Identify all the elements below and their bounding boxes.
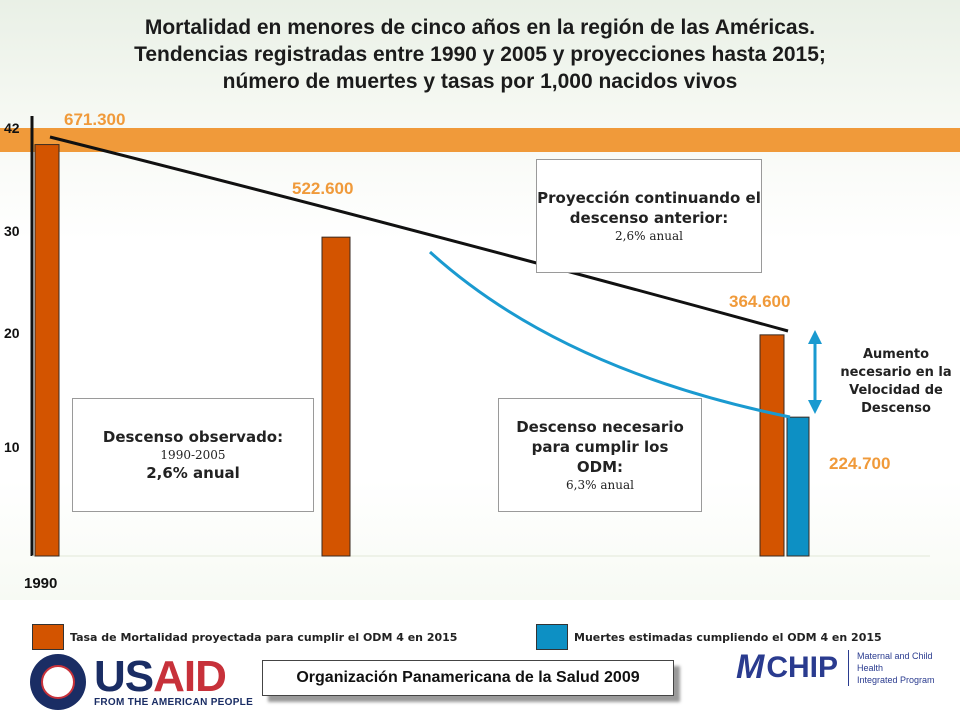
trend-line [49,135,789,333]
observed-box: Descenso observado: 1990-2005 2,6% anual [72,398,314,512]
legend-item-orange: Tasa de Mortalidad proyectada para cumpl… [32,624,457,650]
chart-title: Mortalidad en menores de cinco años en l… [40,14,920,95]
title-line-2: Tendencias registradas entre 1990 y 2005… [134,43,826,66]
bar [786,416,810,557]
legend-item-blue: Muertes estimadas cumpliendo el ODM 4 en… [536,624,882,650]
title-line-3: número de muertes y tasas por 1,000 naci… [222,70,738,93]
legend-label-orange: Tasa de Mortalidad proyectada para cumpl… [70,630,458,644]
mchip-sub-1: Maternal and Child Health [857,650,933,673]
usaid-seal-icon [30,654,86,710]
required-box-title: Descenso necesario para cumplir los ODM: [516,418,684,476]
usaid-tagline: FROM THE AMERICAN PEOPLE [94,696,254,708]
observed-box-rate: 2,6% anual [146,464,240,482]
orange-band [0,128,960,152]
increase-arrow-down-icon [808,400,822,414]
y-tick-label: 42 [4,120,20,136]
usaid-word-us: US [94,651,154,701]
y-tick-label: 10 [4,439,20,455]
usaid-logo: USAID FROM THE AMERICAN PEOPLE [30,652,253,712]
required-box-rate: 6,3% anual [566,478,634,492]
mchip-word: CHIP [766,650,839,684]
title-line-1: Mortalidad en menores de cinco años en l… [144,16,816,39]
usaid-word-aid: AID [153,651,227,701]
legend-label-blue: Muertes estimadas cumpliendo el ODM 4 en… [574,630,882,644]
increase-arrow-up-icon [808,330,822,344]
observed-box-title: Descenso observado: [102,428,284,446]
bar-value-label: 522.600 [292,179,353,198]
mchip-logo: M CHIP Maternal and Child Health Integra… [736,648,960,687]
x-tick-label: 1990 [24,575,57,592]
legend-swatch-orange [32,624,64,650]
mchip-sub-2: Integrated Program [857,674,935,685]
legend-swatch-blue [536,624,568,650]
odm-line [428,250,791,419]
required-box: Descenso necesario para cumplir los ODM:… [498,398,702,512]
projection-box-title: Proyección continuando el descenso anter… [537,189,761,227]
bar [34,144,60,557]
bar-value-label: 671.300 [64,110,125,129]
bar-value-label: 364.600 [729,292,790,311]
bar [321,236,351,557]
footer-credit: Organización Panamericana de la Salud 20… [262,660,674,696]
y-tick-label: 30 [4,223,20,239]
projection-box: Proyección continuando el descenso anter… [536,159,762,273]
bar-value-label: 224.700 [829,454,890,473]
side-note: Aumento necesario en la Velocidad de Des… [840,347,952,416]
y-tick-label: 20 [4,325,20,341]
projection-box-rate: 2,6% anual [615,229,683,243]
bar [759,334,785,557]
mchip-mark: M [736,648,765,686]
observed-box-period: 1990-2005 [160,448,226,462]
